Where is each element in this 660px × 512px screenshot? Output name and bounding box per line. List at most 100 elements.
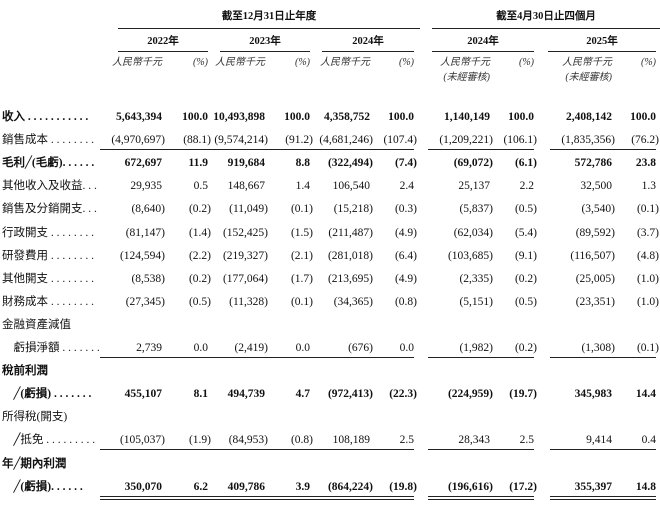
percent-cell: (88.1) [183,134,211,147]
row-label: 虧損淨額 . . . . . . . [2,342,100,354]
percent-cell: (0.2) [514,342,537,354]
percent-cell: (9.1) [514,249,537,262]
percent-cell: (76.2) [631,134,659,147]
amount-cell: (152,425) [222,226,268,239]
amount-cell: (8,640) [131,203,165,216]
group-rule [432,28,660,29]
amount-cell: 2,739 [136,342,162,354]
percent-cell: (4.9) [394,226,417,239]
amount-cell: 29,935 [130,180,162,193]
amount-cell: 345,983 [574,388,612,401]
amount-cell: (213,695) [327,272,373,285]
percent-cell: (0.2) [188,272,211,285]
single-underline [550,149,656,151]
row-label: ╱抵免 . . . . . . . . . [2,434,96,447]
single-underline [550,357,656,358]
percent-cell: (107.4) [383,134,417,147]
year-header: 2024年 [352,36,384,47]
amount-cell: (116,507) [570,249,615,262]
single-underline [100,357,208,358]
percent-cell: (6.4) [394,249,417,262]
amount-cell: (2,335) [459,272,493,285]
percent-cell: (0.1) [636,203,659,216]
percent-cell: (0.3) [394,203,417,216]
percent-cell: 14.8 [635,480,656,493]
percent-cell: 1.4 [295,180,310,193]
row-label: ╱(虧損). . . . . . [2,480,83,493]
percent-cell: 14.4 [635,388,656,401]
percent-cell: (6.1) [514,157,537,170]
single-underline [428,357,534,358]
amount-cell: (103,685) [447,249,493,262]
amount-cell: (27,345) [125,295,165,308]
amount-cell: 455,107 [124,388,162,401]
amount-cell: (211,487) [328,226,373,239]
amount-cell: 148,667 [227,180,265,193]
amount-cell: 1,140,149 [444,111,490,123]
amount-cell: 409,786 [227,480,265,493]
amount-cell: (4,970,697) [111,134,165,147]
percent-cell: (4.8) [636,249,659,262]
amount-cell: (84,953) [228,434,268,447]
amount-cell: (89,592) [575,226,615,239]
percent-cell: (1.9) [188,434,211,447]
year-header: 2023年 [249,36,281,47]
amount-cell: (23,351) [575,295,615,308]
amount-cell: (62,034) [453,226,493,239]
percent-cell: (91.2) [285,134,313,147]
amount-cell: 355,397 [574,480,612,493]
amount-cell: 672,697 [124,157,162,170]
amount-cell: (5,837) [459,203,493,216]
year-header: 2024年 [467,36,499,47]
percent-cell: 4.7 [295,388,310,401]
amount-cell: 494,739 [227,388,265,401]
year-rule [322,51,414,52]
amount-cell: 108,189 [332,434,370,447]
row-label: 稅前利潤 [2,365,48,378]
amount-cell: (1,308) [581,342,615,354]
percent-cell: (0.8) [290,434,313,447]
row-label: 收入 . . . . . . . . . . . [2,111,89,123]
single-underline [428,449,534,451]
unit-amount: 人民幣千元 [215,57,265,68]
percent-cell: 0.4 [641,434,656,447]
percent-cell: (1.0) [636,295,659,308]
unit-amount: 人民幣千元 [320,57,370,68]
percent-cell: (0.5) [514,295,537,308]
amount-cell: (34,365) [333,295,373,308]
percent-cell: (0.2) [514,272,537,285]
percent-cell: 100.0 [630,111,656,123]
amount-cell: (864,224) [327,480,373,493]
amount-cell: (322,494) [327,157,373,170]
amount-cell: (2,419) [234,342,268,354]
amount-cell: (1,835,356) [561,134,615,147]
percent-cell: (1.4) [188,226,211,239]
amount-cell: 572,786 [574,157,612,170]
single-underline [550,449,656,451]
row-label: 銷售成本 . . . . . . . . [2,134,94,147]
percent-cell: 11.9 [188,157,209,170]
year-header: 2025年 [586,36,618,47]
row-label: 所得稅(開支) [2,411,68,424]
amount-cell: (281,018) [327,249,373,262]
percent-cell: (0.8) [394,295,417,308]
percent-cell: 2.4 [399,180,414,193]
single-underline [308,449,414,451]
amount-cell: 350,070 [124,480,162,493]
amount-cell: (11,049) [229,203,268,216]
percent-cell: (19.7) [509,388,537,401]
unit-amount: 人民幣千元 [562,57,612,68]
row-label: 毛利╱(毛虧). . . . . . [2,157,95,170]
row-label: ╱(虧損) . . . . . . . [2,388,92,401]
amount-cell: 28,343 [458,434,490,447]
double-underline [428,495,534,500]
amount-cell: 2,408,142 [566,111,612,123]
amount-cell: (676) [348,342,373,354]
percent-cell: (22.3) [389,388,417,401]
single-underline [428,149,534,151]
percent-cell: (0.1) [290,295,313,308]
unit-pct: (%) [295,57,310,68]
double-underline [550,495,656,500]
single-underline [203,357,310,358]
